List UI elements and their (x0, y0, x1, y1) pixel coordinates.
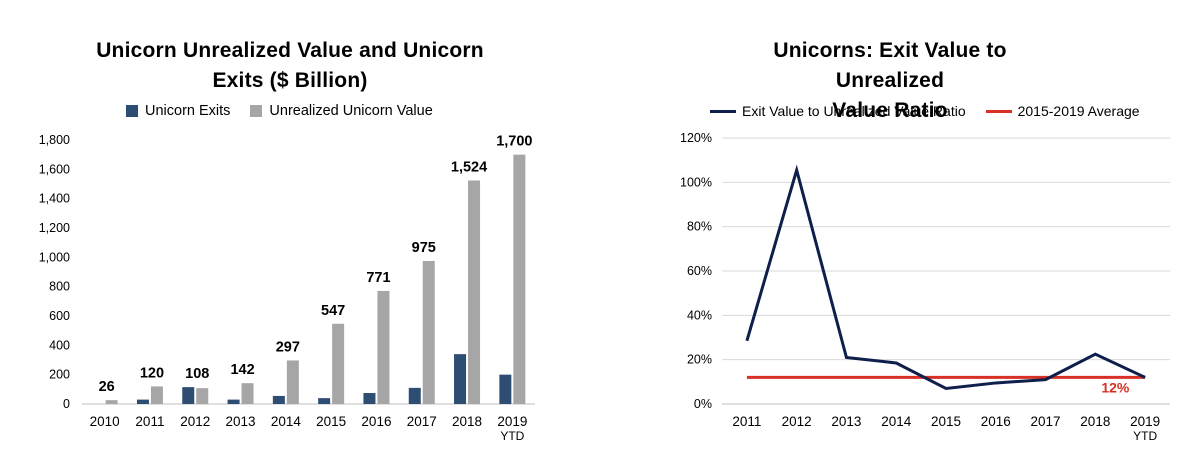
legend-line-ratio (710, 109, 736, 113)
bar-unrealized-value (286, 360, 299, 404)
bar-data-label: 26 (99, 379, 115, 395)
bar-unrealized-value (196, 388, 209, 404)
line-chart-svg: 0% 20% 40% 60% 80% 100% 120% 12% 2011 2012 2013 201… (680, 131, 1170, 443)
bar-data-label: 297 (276, 339, 300, 355)
bar-unrealized-value (241, 383, 254, 404)
x-tick-label: 2017 (407, 414, 437, 429)
bar-data-label: 108 (185, 366, 209, 382)
y-tick-label: 600 (49, 309, 70, 323)
legend-swatch-exits (126, 105, 138, 117)
x-tick-label: 2019 (1130, 414, 1160, 429)
bar-data-label: 547 (321, 303, 345, 319)
left-chart-legend: Unicorn Exits Unrealized Unicorn Value (126, 103, 453, 119)
bar-unrealized-value (377, 290, 390, 404)
legend-swatch-unrealized (250, 105, 263, 117)
bar-unrealized-value (105, 400, 118, 404)
x-tick-label: 2015 (931, 414, 961, 429)
bar-unicorn-exits (454, 354, 467, 404)
x-tick-label: 2013 (226, 414, 256, 429)
bar-unrealized-value (332, 323, 345, 404)
legend-item-unicorn-exits: Unicorn Exits (126, 103, 230, 119)
y-tick-label: 400 (49, 338, 70, 352)
x-tick-label: 2017 (1031, 414, 1061, 429)
left-chart-title-line-2: Exits ($ Billion) (212, 69, 368, 92)
legend-item-unrealized-value: Unrealized Unicorn Value (250, 103, 433, 119)
y-tick-label: 800 (49, 280, 70, 294)
right-chart-legend: Exit Value to Unrealized Value Ratio 201… (710, 103, 1160, 119)
right-chart-title-line-1: Unicorns: Exit Value to Unrealized (773, 39, 1007, 92)
y-tick-label: 1,400 (39, 192, 70, 206)
x-tick-label: 2011 (732, 414, 761, 429)
y-tick-label: 60% (687, 264, 712, 278)
y-tick-label: 1,000 (39, 250, 70, 264)
y-tick-label: 200 (49, 368, 70, 382)
x-tick-label: 2015 (316, 414, 346, 429)
legend-label-unrealized: Unrealized Unicorn Value (269, 103, 433, 119)
legend-item-average: 2015-2019 Average (985, 103, 1140, 119)
x-tick-sublabel: YTD (1133, 429, 1157, 443)
y-tick-label: 80% (687, 220, 712, 234)
y-tick-label: 0 (63, 397, 70, 411)
y-tick-label: 0% (694, 397, 712, 411)
bar-unicorn-exits (499, 374, 512, 404)
x-tick-label: 2019 (497, 414, 527, 429)
x-tick-label: 2011 (135, 414, 164, 429)
bar-data-label: 142 (230, 362, 254, 378)
ratio-chart-panel: Unicorns: Exit Value to Unrealized Value… (600, 0, 1200, 456)
exits-value-chart-panel: Unicorn Unrealized Value and Unicorn Exi… (39, 36, 535, 443)
bar-unicorn-exits (272, 395, 285, 404)
bar-data-label: 120 (140, 365, 164, 381)
bar-data-label: 771 (366, 270, 390, 286)
bar-unrealized-value (422, 261, 435, 404)
y-tick-label: 120% (680, 131, 712, 145)
left-chart-title-line-1: Unicorn Unrealized Value and Unicorn (96, 39, 484, 62)
legend-line-average (985, 109, 1012, 113)
x-tick-label: 2010 (90, 414, 120, 429)
bar-unrealized-value (150, 386, 163, 404)
x-tick-label: 2012 (782, 414, 812, 429)
bar-unicorn-exits (363, 393, 376, 404)
legend-label-exits: Unicorn Exits (145, 103, 231, 119)
right-chart-title: Unicorns: Exit Value to Unrealized Value… (730, 36, 1050, 126)
bar-unicorn-exits (318, 398, 331, 404)
bar-data-label: 975 (412, 240, 436, 256)
bar-chart-svg: 0 200 400 600 800 1,000 1,200 1,400 1,600 1,800 26… (39, 133, 535, 443)
x-tick-label: 2018 (1080, 414, 1110, 429)
left-chart-title: Unicorn Unrealized Value and Unicorn Exi… (80, 36, 500, 96)
y-tick-label: 100% (680, 175, 712, 189)
y-tick-label: 1,600 (39, 162, 70, 176)
y-tick-label: 1,800 (39, 133, 70, 147)
right-chart-title-line-2: Value Ratio (832, 99, 948, 122)
x-tick-label: 2013 (831, 414, 861, 429)
x-tick-label: 2018 (452, 414, 482, 429)
bar-unicorn-exits (182, 387, 195, 404)
y-tick-label: 40% (687, 308, 712, 322)
x-tick-label: 2016 (981, 414, 1011, 429)
ratio-series-line (745, 164, 1146, 391)
x-tick-label: 2014 (271, 414, 302, 429)
bar-unrealized-value (513, 154, 526, 404)
x-tick-label: 2014 (881, 414, 912, 429)
legend-label-ratio: Exit Value to Unrealized Value Ratio (742, 103, 966, 119)
x-tick-label: 2016 (361, 414, 391, 429)
bar-unicorn-exits (136, 399, 149, 404)
y-tick-label: 20% (687, 353, 712, 367)
bar-data-label: 1,524 (451, 159, 487, 175)
average-value-label: 12% (1101, 379, 1130, 395)
bar-data-label: 1,700 (496, 134, 532, 150)
legend-label-average: 2015-2019 Average (1017, 103, 1140, 119)
x-tick-label: 2012 (180, 414, 210, 429)
bar-unicorn-exits (408, 387, 421, 404)
legend-item-ratio: Exit Value to Unrealized Value Ratio (710, 103, 966, 119)
y-tick-label: 1,200 (39, 221, 70, 235)
x-tick-sublabel: YTD (500, 429, 524, 443)
bar-unicorn-exits (227, 399, 240, 404)
bar-unrealized-value (468, 180, 481, 404)
